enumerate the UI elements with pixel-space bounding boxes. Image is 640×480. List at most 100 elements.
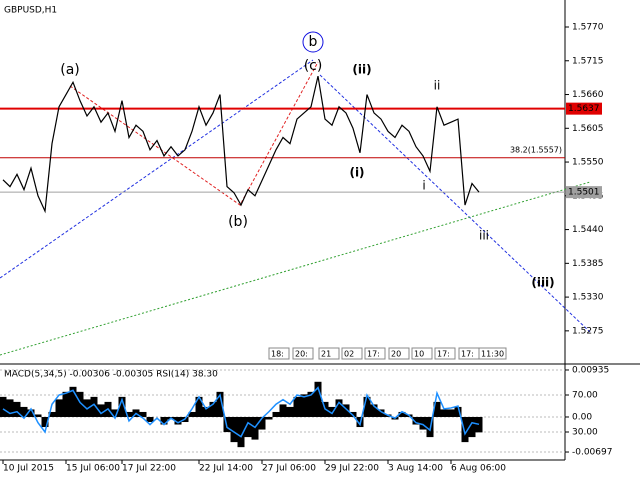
y-tick-label: 1.5330 <box>572 293 604 303</box>
time-tag-label: 18: <box>271 350 284 359</box>
x-tick-label: 10 Jul 2015 <box>3 464 54 474</box>
time-tag <box>318 347 340 360</box>
histogram-bar <box>468 416 476 438</box>
histogram-bar <box>244 416 252 438</box>
time-tag <box>268 347 290 360</box>
histogram-bar <box>265 416 273 420</box>
level-label: 38.2(1.5557) <box>510 145 562 154</box>
histogram-bar <box>419 416 427 430</box>
x-tick-label: 15 Jul 06:00 <box>66 464 120 474</box>
histogram-bar <box>230 416 238 443</box>
time-tag <box>388 347 410 360</box>
histogram-bar <box>412 416 420 425</box>
time-tag-label: 10 <box>414 350 424 359</box>
histogram-bar <box>461 416 469 443</box>
histogram-bar <box>0 396 7 417</box>
histogram-bar <box>160 416 168 425</box>
channel-line <box>0 181 591 356</box>
wave-label: b <box>309 34 318 50</box>
time-tag <box>434 347 456 360</box>
histogram-bar <box>335 399 343 417</box>
time-tag-label: 11:30 <box>481 350 504 359</box>
histogram-bar <box>62 391 70 417</box>
time-tag-label: 17: <box>461 350 474 359</box>
histogram-bar <box>118 396 126 417</box>
y-tick-label: 1.5660 <box>572 90 604 100</box>
histogram-bar <box>125 411 133 417</box>
histogram-bar <box>188 411 196 417</box>
y-tick-label: 1.5715 <box>572 56 604 66</box>
histogram-bar <box>328 406 336 417</box>
wave-label: i <box>422 179 425 193</box>
histogram-bar <box>307 391 315 417</box>
level-tag <box>566 102 602 115</box>
wave-label: (c) <box>304 58 323 74</box>
histogram-bar <box>202 406 210 417</box>
indicator-title: MACD(5,34,5) -0.00306 -0.00305 RSI(14) 3… <box>4 370 218 380</box>
histogram-bar <box>314 381 322 417</box>
histogram-bar <box>342 404 350 417</box>
level-label: 1.5501 <box>568 188 600 198</box>
histogram-bar <box>447 409 455 417</box>
histogram-bar <box>20 406 28 417</box>
x-tick-label: 22 Jul 14:00 <box>199 464 253 474</box>
wave-label: (iii) <box>531 276 554 290</box>
time-tag-label: 20 <box>391 350 401 359</box>
histogram-bar <box>251 416 259 440</box>
histogram-bar <box>440 409 448 417</box>
histogram-bar <box>300 394 308 417</box>
histogram-bar <box>272 411 280 417</box>
level-tag <box>566 186 602 199</box>
x-tick-label: 17 Jul 22:00 <box>122 464 176 474</box>
wave-label: iii <box>479 229 489 243</box>
histogram-bar <box>454 406 462 417</box>
level-label: 1.5637 <box>568 104 600 114</box>
histogram-bar <box>69 386 77 417</box>
time-tag <box>364 347 386 360</box>
wave-label: (ii) <box>352 63 371 77</box>
trend-line <box>319 74 591 333</box>
y-tick-label: 1.5605 <box>572 124 604 134</box>
histogram-bar <box>111 409 119 417</box>
y-tick-label: 1.5440 <box>572 225 604 235</box>
x-tick-label: 3 Aug 14:00 <box>388 464 443 474</box>
histogram-bar <box>377 409 385 417</box>
histogram-bar <box>146 416 154 423</box>
time-tag-label: 17: <box>367 350 380 359</box>
time-tag <box>411 347 433 360</box>
y-tick-label: -0.00697 <box>572 448 612 458</box>
histogram-bar <box>27 409 35 417</box>
histogram-bar <box>41 416 49 428</box>
histogram-bar <box>237 416 245 448</box>
x-tick-label: 27 Jul 06:00 <box>262 464 316 474</box>
x-tick-label: 29 Jul 22:00 <box>325 464 379 474</box>
y-tick-label: 1.5385 <box>572 259 604 269</box>
histogram-bar <box>90 396 98 417</box>
histogram-bar <box>433 401 441 417</box>
time-tag-label: 21 <box>321 350 331 359</box>
x-tick-label: 6 Aug 06:00 <box>451 464 506 474</box>
y-tick-label: 70.00 <box>572 390 598 400</box>
histogram-bar <box>370 404 378 417</box>
wave-label: (i) <box>349 166 364 180</box>
wave-label: (b) <box>228 214 248 230</box>
histogram-bar <box>209 401 217 417</box>
y-tick-label: 1.5275 <box>572 326 604 336</box>
histogram-bar <box>195 396 203 417</box>
y-tick-label: 30.00 <box>572 428 598 438</box>
histogram-bar <box>48 411 56 417</box>
time-tag <box>341 347 363 360</box>
histogram-bar <box>13 401 21 417</box>
histogram-bar <box>279 404 287 417</box>
histogram-bar <box>293 396 301 417</box>
y-tick-label: 1.5550 <box>572 158 604 168</box>
time-tag-label: 02 <box>344 350 354 359</box>
histogram-bar <box>216 391 224 417</box>
histogram-bar <box>363 396 371 417</box>
time-tag-label: 20: <box>295 350 308 359</box>
rsi-line <box>2 386 480 438</box>
histogram-bar <box>139 411 147 417</box>
wave-line <box>69 61 319 206</box>
wave-circle <box>302 31 324 53</box>
